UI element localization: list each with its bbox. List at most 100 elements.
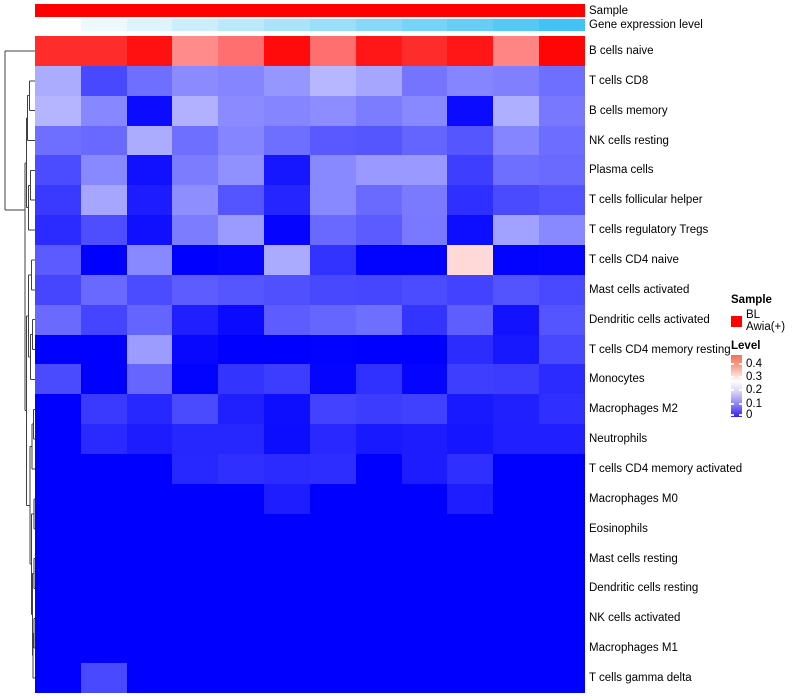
level-tick-mark: [739, 362, 742, 365]
heatmap-cell: [493, 245, 540, 275]
heatmap-cell: [35, 245, 81, 275]
heatmap-cell: [355, 394, 402, 425]
heatmap-cell: [493, 185, 540, 216]
heatmap-cell: [35, 215, 81, 246]
heatmap-cell: [401, 95, 448, 126]
heatmap-cell: [493, 663, 540, 693]
heatmap-cell: [539, 424, 585, 455]
heatmap-cell: [355, 274, 402, 305]
heatmap-cell: [35, 334, 81, 365]
row-label: Macrophages M1: [589, 642, 678, 655]
heatmap-grid: [35, 36, 585, 693]
heatmap-cell: [35, 155, 81, 186]
heatmap-cell: [493, 304, 540, 335]
level-tick-mark: [739, 402, 742, 405]
heatmap-cell: [539, 543, 585, 574]
heatmap-cell: [35, 394, 81, 425]
heatmap-cell: [126, 633, 173, 664]
gene-expression-cell: [447, 19, 494, 31]
heatmap-cell: [355, 633, 402, 664]
heatmap-cell: [401, 125, 448, 156]
heatmap-cell: [447, 394, 494, 425]
row-label: NK cells resting: [589, 134, 669, 147]
heatmap-cell: [401, 245, 448, 275]
heatmap-cell: [264, 454, 310, 484]
row-label: NK cells activated: [589, 612, 681, 625]
heatmap-cell: [539, 633, 585, 664]
heatmap-cell: [35, 36, 81, 66]
heatmap-cell: [539, 65, 585, 96]
heatmap-cell: [172, 125, 219, 156]
heatmap-cell: [218, 245, 265, 275]
heatmap-cell: [539, 36, 585, 66]
heatmap-cell: [80, 394, 127, 425]
heatmap-cell: [172, 483, 219, 514]
heatmap-cell: [172, 424, 219, 455]
heatmap-cell: [355, 95, 402, 126]
heatmap-cell: [218, 215, 265, 246]
level-tick-mark: [739, 389, 742, 392]
gene-expression-cell: [309, 19, 356, 31]
heatmap-cell: [539, 573, 585, 604]
heatmap-cell: [401, 36, 448, 66]
heatmap-cell: [80, 633, 127, 664]
heatmap-cell: [172, 364, 219, 395]
heatmap-cell: [264, 155, 310, 186]
heatmap-cell: [218, 304, 265, 335]
level-tick-label: 0.1: [746, 397, 762, 410]
heatmap-cell: [218, 573, 265, 604]
heatmap-cell: [447, 304, 494, 335]
heatmap-cell: [80, 513, 127, 544]
heatmap-cell: [493, 513, 540, 544]
heatmap-cell: [172, 633, 219, 664]
heatmap-cell: [493, 95, 540, 126]
heatmap-cell: [35, 573, 81, 604]
heatmap-cell: [401, 483, 448, 514]
heatmap-cell: [493, 543, 540, 574]
heatmap-cell: [35, 663, 81, 693]
heatmap-cell: [218, 603, 265, 634]
gene-expression-annotation-label: Gene expression level: [589, 18, 703, 31]
heatmap-cell: [309, 155, 356, 186]
heatmap-cell: [264, 543, 310, 574]
heatmap-cell: [401, 543, 448, 574]
row-label: T cells CD8: [589, 74, 649, 87]
heatmap-cell: [35, 95, 81, 126]
heatmap-cell: [447, 245, 494, 275]
heatmap-cell: [493, 215, 540, 246]
heatmap-cell: [447, 65, 494, 96]
heatmap-cell: [309, 573, 356, 604]
row-label: T cells follicular helper: [589, 194, 703, 207]
heatmap-cell: [264, 573, 310, 604]
heatmap-cell: [355, 215, 402, 246]
heatmap-cell: [126, 513, 173, 544]
heatmap-cell: [447, 185, 494, 216]
gene-expression-annotation-bar: [35, 19, 585, 31]
heatmap-cell: [264, 603, 310, 634]
heatmap-cell: [172, 215, 219, 246]
heatmap-cell: [126, 65, 173, 96]
heatmap-cell: [401, 304, 448, 335]
level-tick-mark: [731, 402, 734, 405]
heatmap-cell: [309, 454, 356, 484]
row-label: Dendritic cells activated: [589, 313, 710, 326]
heatmap-cell: [539, 95, 585, 126]
heatmap-cell: [126, 185, 173, 216]
heatmap-cell: [172, 513, 219, 544]
heatmap-cell: [35, 125, 81, 156]
heatmap-cell: [80, 663, 127, 693]
heatmap-cell: [447, 454, 494, 484]
heatmap-cell: [539, 274, 585, 305]
heatmap-cell: [218, 274, 265, 305]
heatmap-cell: [309, 364, 356, 395]
heatmap-cell: [264, 245, 310, 275]
heatmap-cell: [447, 274, 494, 305]
gene-expression-cell: [80, 19, 127, 31]
heatmap-cell: [401, 274, 448, 305]
heatmap-cell: [35, 633, 81, 664]
row-label: T cells regulatory Tregs: [589, 224, 709, 237]
heatmap-cell: [539, 215, 585, 246]
heatmap-cell: [355, 304, 402, 335]
heatmap-cell: [80, 36, 127, 66]
heatmap-cell: [355, 155, 402, 186]
